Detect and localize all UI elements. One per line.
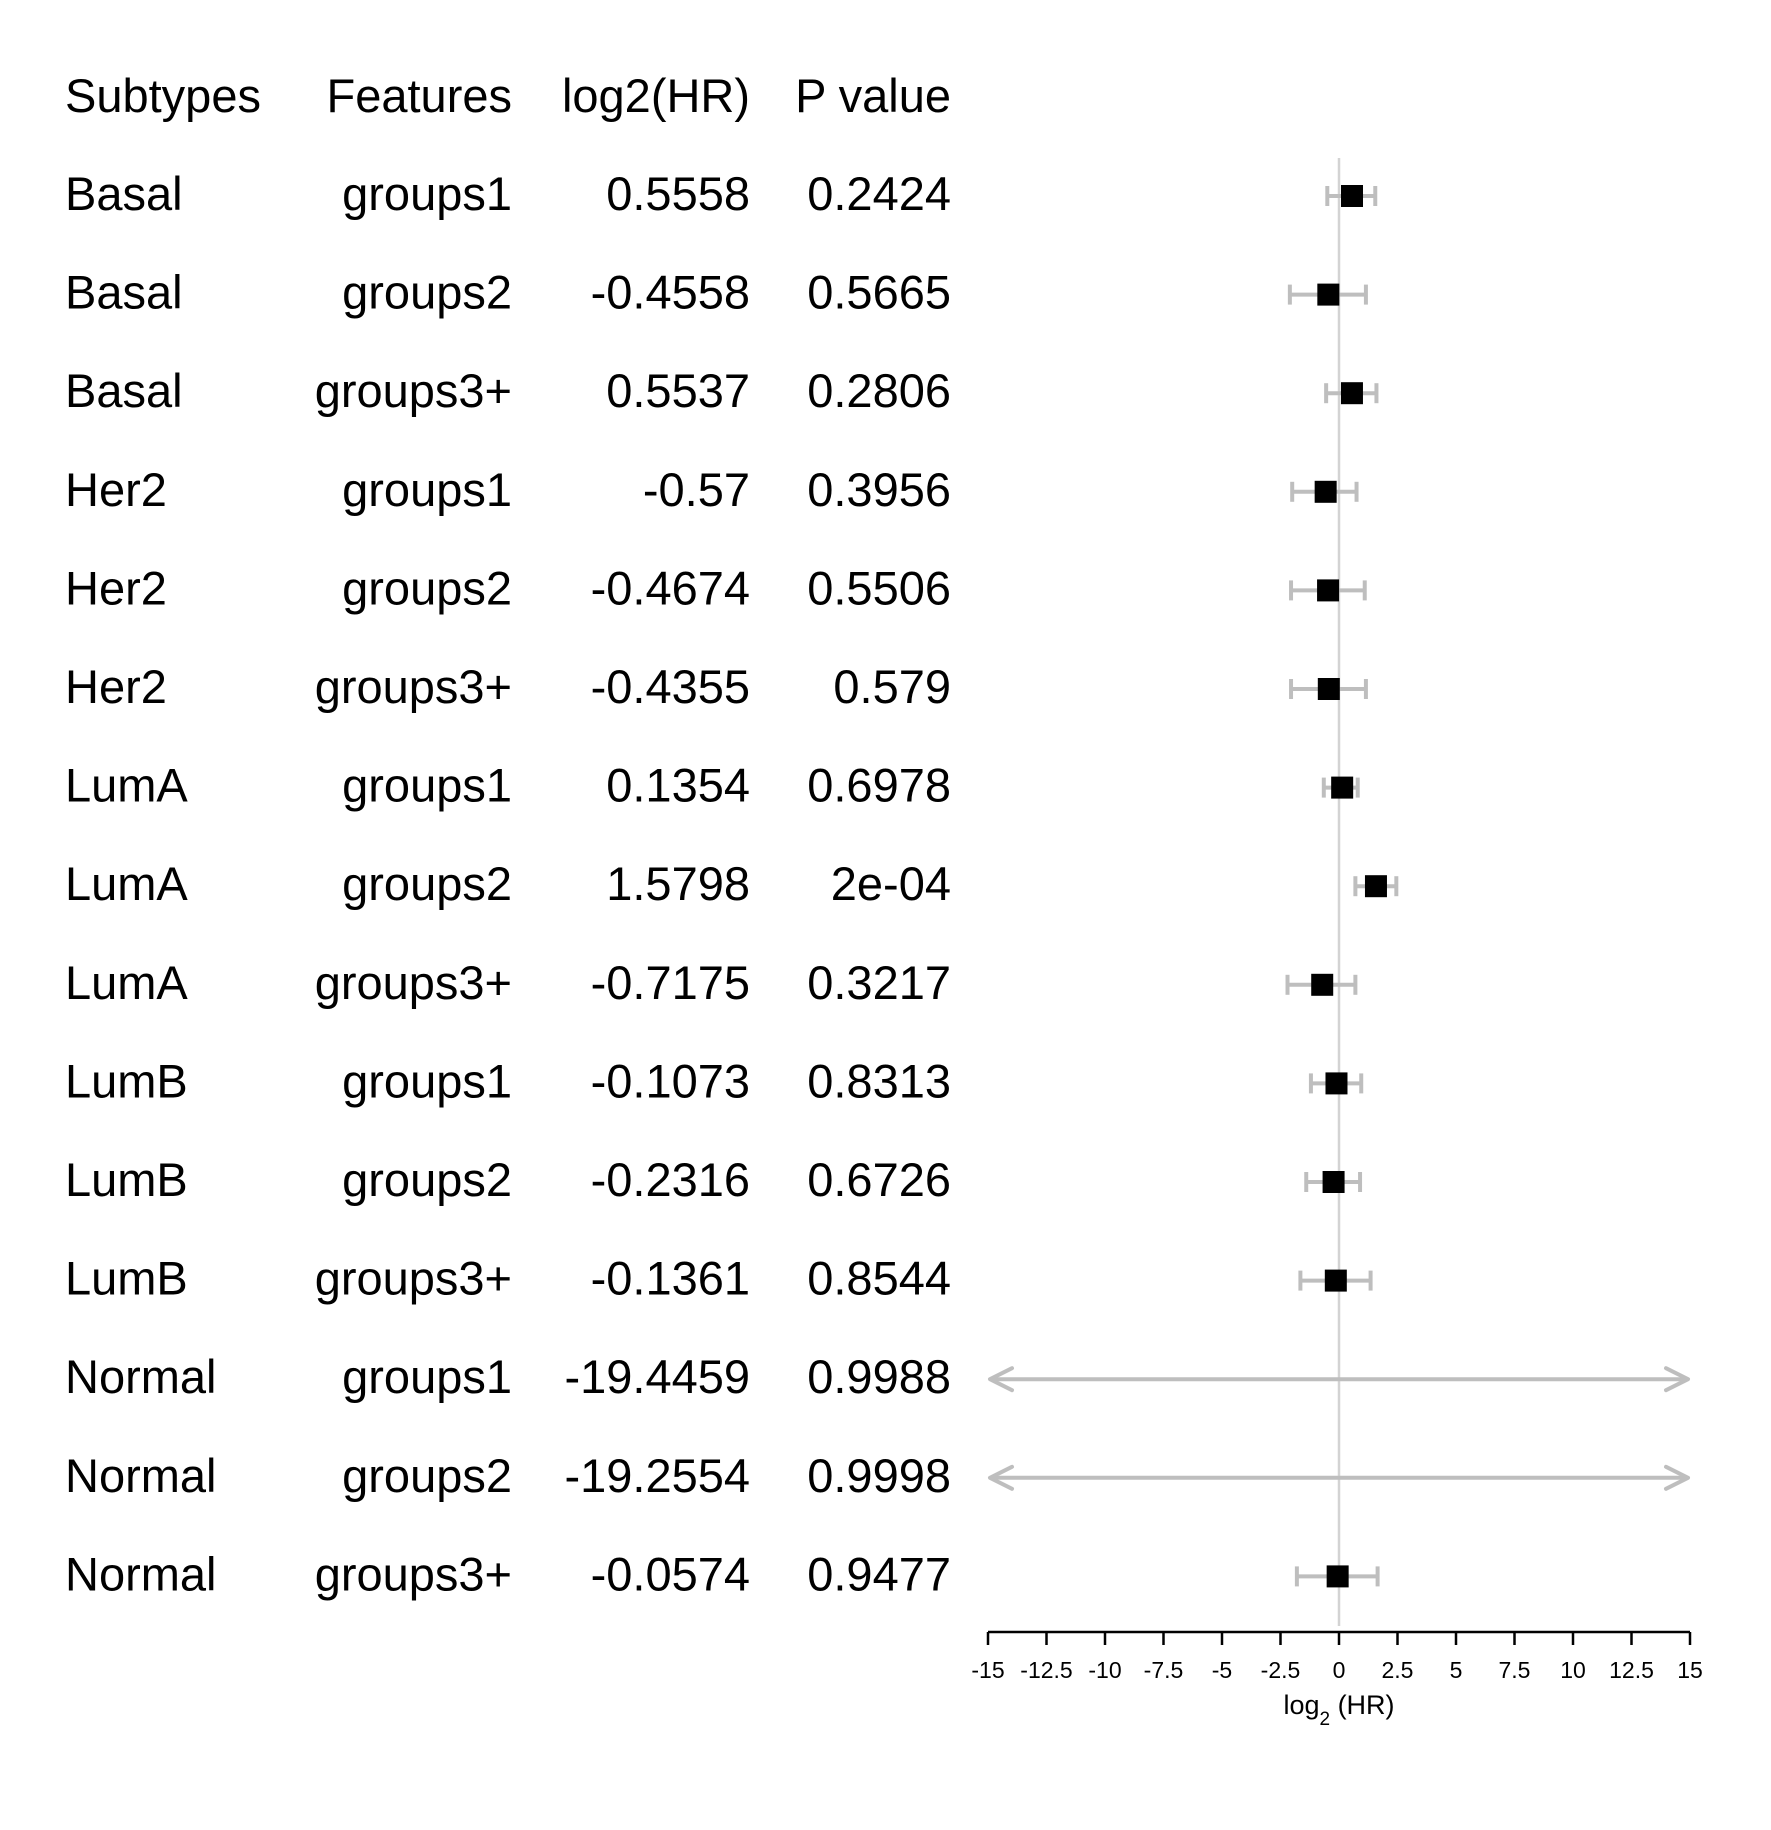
point-estimate: [1322, 1171, 1345, 1193]
x-tick-label: 0: [1333, 1657, 1346, 1683]
cell-feature: groups3+: [315, 660, 512, 713]
cell-log2hr_label: -0.1361: [591, 1252, 750, 1305]
x-tick-label: -2.5: [1261, 1657, 1301, 1683]
point-estimate: [1311, 973, 1334, 996]
cell-log2hr_label: -0.57: [643, 463, 750, 516]
cell-subtype: Normal: [65, 1449, 216, 1502]
x-tick-label: 10: [1560, 1657, 1586, 1683]
point-estimate: [1317, 283, 1340, 306]
x-axis: log2 (HR) -15 -12.5 -10 -7.5 -5 -2.5 0 2.5 5 7.5 1…: [971, 1630, 1703, 1730]
x-tick-label: 5: [1450, 1657, 1463, 1683]
point-estimate: [1331, 776, 1354, 799]
cell-p_label: 0.9998: [807, 1449, 951, 1502]
cell-feature: groups3+: [315, 956, 512, 1009]
cell-feature: groups1: [342, 1054, 512, 1107]
cell-p_label: 0.6726: [807, 1153, 951, 1206]
cell-subtype: LumB: [65, 1252, 188, 1305]
point-estimate: [1364, 875, 1387, 898]
x-tick-label: -12.5: [1020, 1657, 1072, 1683]
point-estimate: [1340, 382, 1363, 405]
cell-feature: groups1: [342, 463, 512, 516]
cell-p_label: 0.3956: [807, 463, 951, 516]
cell-log2hr_label: 1.5798: [606, 857, 750, 910]
x-tick-label: 7.5: [1499, 1657, 1531, 1683]
cell-log2hr_label: 0.1354: [606, 759, 750, 812]
x-tick-label: 12.5: [1609, 1657, 1654, 1683]
cell-log2hr_label: -0.7175: [591, 956, 750, 1009]
cell-subtype: LumB: [65, 1054, 188, 1107]
cell-p_label: 0.579: [833, 660, 951, 713]
cell-log2hr_label: -0.4558: [591, 266, 750, 319]
cell-log2hr_label: -19.4459: [564, 1350, 750, 1403]
column-header-feature: Features: [327, 69, 512, 122]
cell-log2hr_label: 0.5558: [606, 167, 750, 220]
point-estimate: [1317, 579, 1340, 602]
cell-feature: groups2: [342, 1449, 512, 1502]
cell-feature: groups2: [342, 266, 512, 319]
cell-subtype: LumA: [65, 956, 188, 1009]
point-estimates: [1311, 185, 1387, 1588]
column-header-subtype: Subtypes: [65, 69, 261, 122]
column-header-p_label: P value: [795, 69, 951, 122]
cell-p_label: 0.2424: [807, 167, 951, 220]
cell-subtype: Basal: [65, 167, 183, 220]
cell-feature: groups2: [342, 1153, 512, 1206]
cell-subtype: Her2: [65, 660, 167, 713]
cell-log2hr_label: -0.0574: [591, 1547, 750, 1600]
cell-subtype: Normal: [65, 1350, 216, 1403]
x-tick-label: 15: [1677, 1657, 1703, 1683]
point-estimate: [1314, 480, 1337, 503]
cell-p_label: 0.9988: [807, 1350, 951, 1403]
x-axis-label: log2 (HR): [1283, 1690, 1394, 1730]
cell-p_label: 0.6978: [807, 759, 951, 812]
cell-feature: groups1: [342, 167, 512, 220]
cell-log2hr_label: -0.2316: [591, 1153, 750, 1206]
cell-feature: groups1: [342, 759, 512, 812]
point-estimate: [1326, 1565, 1349, 1588]
cell-log2hr_label: -0.4674: [591, 561, 750, 614]
cell-subtype: LumB: [65, 1153, 188, 1206]
cell-log2hr_label: -0.1073: [591, 1054, 750, 1107]
x-tick-label: -15: [971, 1657, 1004, 1683]
table: Subtypes Features log2(HR) P value Basal grou…: [65, 69, 951, 1600]
ci-arrow-left: [988, 1464, 1014, 1491]
cell-p_label: 0.5665: [807, 266, 951, 319]
cell-feature: groups2: [342, 857, 512, 910]
cell-subtype: Her2: [65, 561, 167, 614]
cell-p_label: 0.2806: [807, 364, 951, 417]
point-estimate: [1325, 1072, 1348, 1095]
x-tick-label: -10: [1088, 1657, 1121, 1683]
cell-subtype: Basal: [65, 266, 183, 319]
cell-subtype: Her2: [65, 463, 167, 516]
ci-arrow-left: [988, 1366, 1014, 1393]
cell-p_label: 0.3217: [807, 956, 951, 1009]
cell-subtype: Basal: [65, 364, 183, 417]
cell-subtype: LumA: [65, 759, 188, 812]
ci-arrow-right: [1664, 1464, 1690, 1491]
x-tick-label: -5: [1212, 1657, 1232, 1683]
x-tick-label: -7.5: [1144, 1657, 1184, 1683]
point-estimate: [1317, 678, 1340, 700]
cell-feature: groups1: [342, 1350, 512, 1403]
cell-feature: groups3+: [315, 1252, 512, 1305]
cell-subtype: LumA: [65, 857, 188, 910]
column-header-log2hr_label: log2(HR): [562, 69, 750, 122]
x-tick-label: 2.5: [1382, 1657, 1414, 1683]
point-estimate: [1324, 1269, 1347, 1292]
cell-p_label: 0.5506: [807, 561, 951, 614]
cell-feature: groups2: [342, 561, 512, 614]
cell-feature: groups3+: [315, 1547, 512, 1600]
cell-feature: groups3+: [315, 364, 512, 417]
cell-p_label: 0.8313: [807, 1054, 951, 1107]
ci-arrow-right: [1664, 1366, 1690, 1393]
cell-p_label: 0.8544: [807, 1252, 951, 1305]
cell-log2hr_label: -0.4355: [591, 660, 750, 713]
cell-log2hr_label: -19.2554: [564, 1449, 750, 1502]
cell-subtype: Normal: [65, 1547, 216, 1600]
cell-p_label: 2e-04: [831, 857, 951, 910]
cell-p_label: 0.9477: [807, 1547, 951, 1600]
point-estimate: [1341, 185, 1364, 207]
cell-log2hr_label: 0.5537: [606, 364, 750, 417]
